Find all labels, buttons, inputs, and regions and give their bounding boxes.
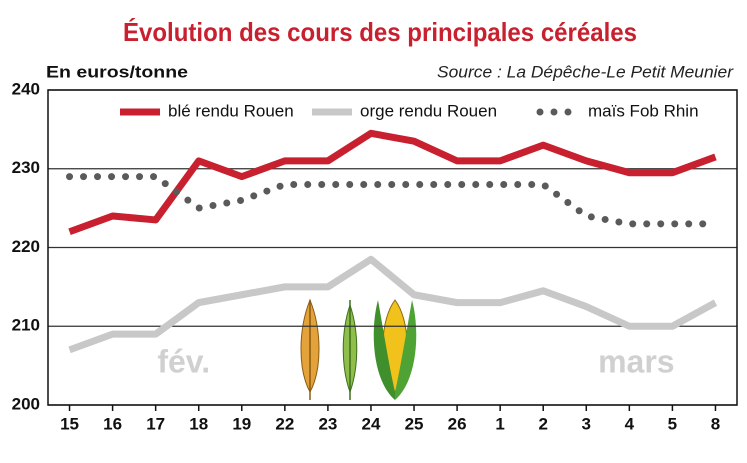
series-line (66, 173, 719, 228)
legend-label: orge rendu Rouen (360, 101, 497, 120)
source: Source : La Dépêche-Le Petit Meunier (437, 62, 734, 81)
y-tick-label: 240 (12, 79, 40, 98)
y-tick-label: 210 (12, 316, 40, 335)
month-label: fév. (157, 343, 210, 379)
y-tick-label: 200 (12, 394, 40, 413)
x-tick-label: 24 (362, 414, 381, 433)
x-tick-label: 16 (103, 414, 122, 433)
legend-label: blé rendu Rouen (168, 101, 294, 120)
series-line (68, 255, 718, 354)
x-tick-label: 15 (60, 414, 79, 433)
x-tick-label: 8 (711, 414, 720, 433)
x-tick-label: 18 (189, 414, 208, 433)
x-tick-label: 2 (538, 414, 547, 433)
y-axis-label: En euros/tonne (46, 62, 188, 81)
grain-icons (300, 298, 417, 400)
x-tick-label: 1 (495, 414, 504, 433)
y-tick-label: 220 (12, 237, 40, 256)
x-tick-label: 22 (275, 414, 294, 433)
month-label: mars (598, 343, 675, 379)
x-tick-label: 4 (625, 414, 635, 433)
legend-label: maïs Fob Rhin (588, 101, 699, 120)
x-tick-label: 19 (232, 414, 251, 433)
x-tick-label: 17 (146, 414, 165, 433)
x-tick-label: 26 (448, 414, 467, 433)
x-tick-label: 25 (405, 414, 424, 433)
x-tick-label: 3 (582, 414, 591, 433)
y-tick-label: 230 (12, 158, 40, 177)
plot-frame (47, 89, 738, 406)
chart-title: Évolution des cours des principales céré… (123, 17, 637, 47)
x-tick-label: 23 (318, 414, 337, 433)
x-tick-label: 5 (668, 414, 677, 433)
